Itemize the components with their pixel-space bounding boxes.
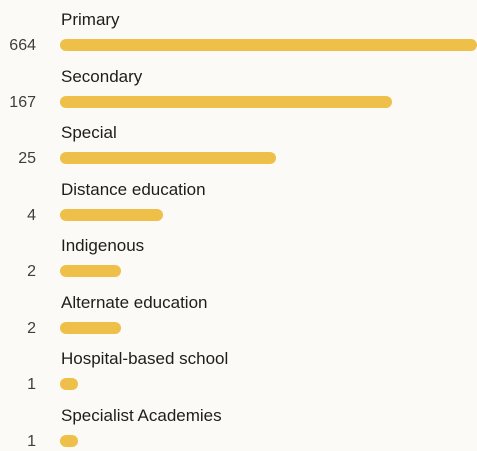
category-label: Specialist Academies bbox=[61, 405, 222, 425]
value-label: 1 bbox=[27, 432, 36, 450]
value-label: 167 bbox=[9, 93, 36, 111]
bar bbox=[60, 39, 477, 51]
category-label: Indigenous bbox=[61, 236, 145, 255]
bar bbox=[60, 378, 78, 390]
bar bbox=[60, 95, 393, 108]
bar bbox=[60, 265, 121, 277]
bar bbox=[60, 208, 164, 221]
category-label: Hospital-based school bbox=[61, 349, 229, 368]
category-label: Special bbox=[61, 123, 117, 142]
category-label: Primary bbox=[61, 10, 120, 29]
category-label: Distance education bbox=[61, 179, 206, 199]
bar bbox=[60, 434, 78, 447]
value-label: 25 bbox=[18, 150, 36, 167]
bar bbox=[60, 321, 121, 334]
value-label: 664 bbox=[9, 37, 36, 54]
category-label: Secondary bbox=[61, 66, 143, 86]
category-label: Alternate education bbox=[61, 292, 208, 312]
value-label: 2 bbox=[27, 319, 36, 337]
bar-chart: Primary 664 Secondary 167 Special 25 Distance … bbox=[9, 10, 477, 450]
bar bbox=[60, 152, 276, 164]
value-label: 1 bbox=[27, 376, 36, 393]
value-label: 4 bbox=[27, 206, 36, 224]
value-label: 2 bbox=[27, 263, 36, 280]
